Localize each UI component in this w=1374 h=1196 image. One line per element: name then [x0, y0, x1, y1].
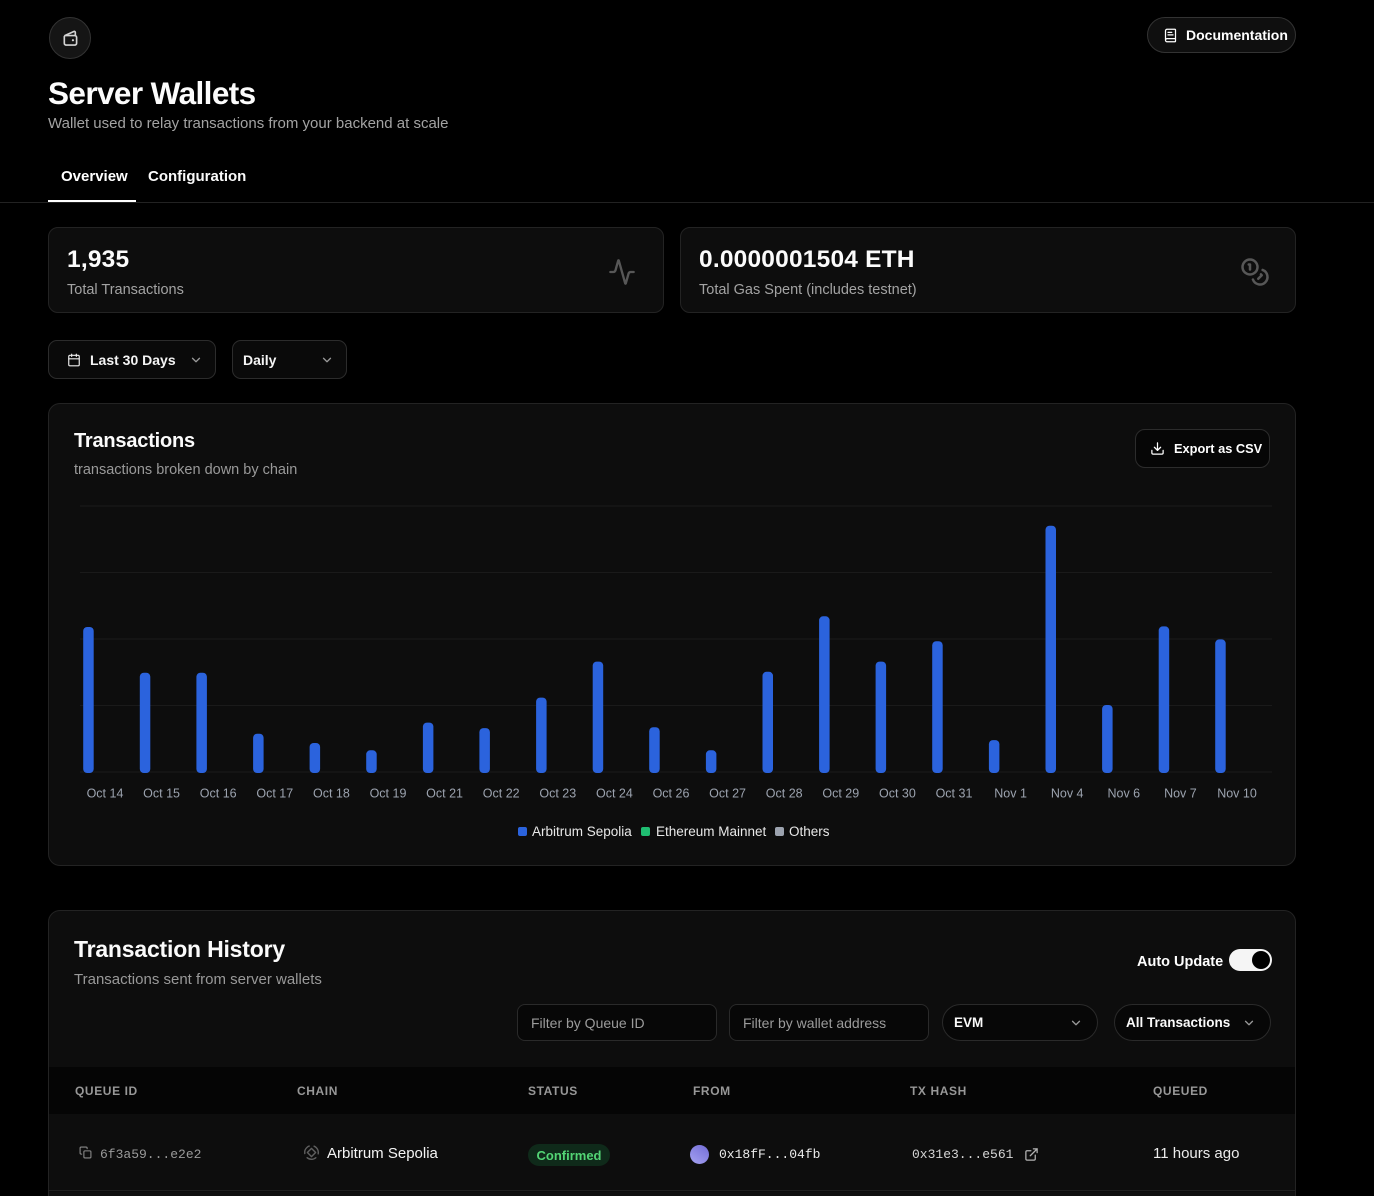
- svg-text:Oct 23: Oct 23: [539, 787, 576, 801]
- svg-text:Arbitrum Sepolia: Arbitrum Sepolia: [532, 824, 632, 839]
- svg-text:Nov 6: Nov 6: [1107, 787, 1140, 801]
- svg-text:Oct 19: Oct 19: [370, 787, 407, 801]
- svg-text:Oct 30: Oct 30: [879, 787, 916, 801]
- svg-text:Oct 22: Oct 22: [483, 787, 520, 801]
- svg-text:Nov 7: Nov 7: [1164, 787, 1197, 801]
- svg-text:Oct 29: Oct 29: [822, 787, 859, 801]
- svg-text:Oct 16: Oct 16: [200, 787, 237, 801]
- svg-text:Oct 26: Oct 26: [653, 787, 690, 801]
- svg-text:Nov 1: Nov 1: [994, 787, 1027, 801]
- svg-text:Oct 15: Oct 15: [143, 787, 180, 801]
- svg-text:Others: Others: [789, 824, 830, 839]
- svg-text:Nov 10: Nov 10: [1217, 787, 1257, 801]
- svg-text:Oct 24: Oct 24: [596, 787, 633, 801]
- svg-text:Oct 14: Oct 14: [87, 787, 124, 801]
- svg-text:Oct 21: Oct 21: [426, 787, 463, 801]
- svg-text:Oct 27: Oct 27: [709, 787, 746, 801]
- svg-text:Oct 28: Oct 28: [766, 787, 803, 801]
- svg-text:Nov 4: Nov 4: [1051, 787, 1084, 801]
- svg-text:Ethereum Mainnet: Ethereum Mainnet: [656, 824, 767, 839]
- svg-text:Oct 17: Oct 17: [256, 787, 293, 801]
- svg-text:Oct 18: Oct 18: [313, 787, 350, 801]
- svg-text:Oct 31: Oct 31: [936, 787, 973, 801]
